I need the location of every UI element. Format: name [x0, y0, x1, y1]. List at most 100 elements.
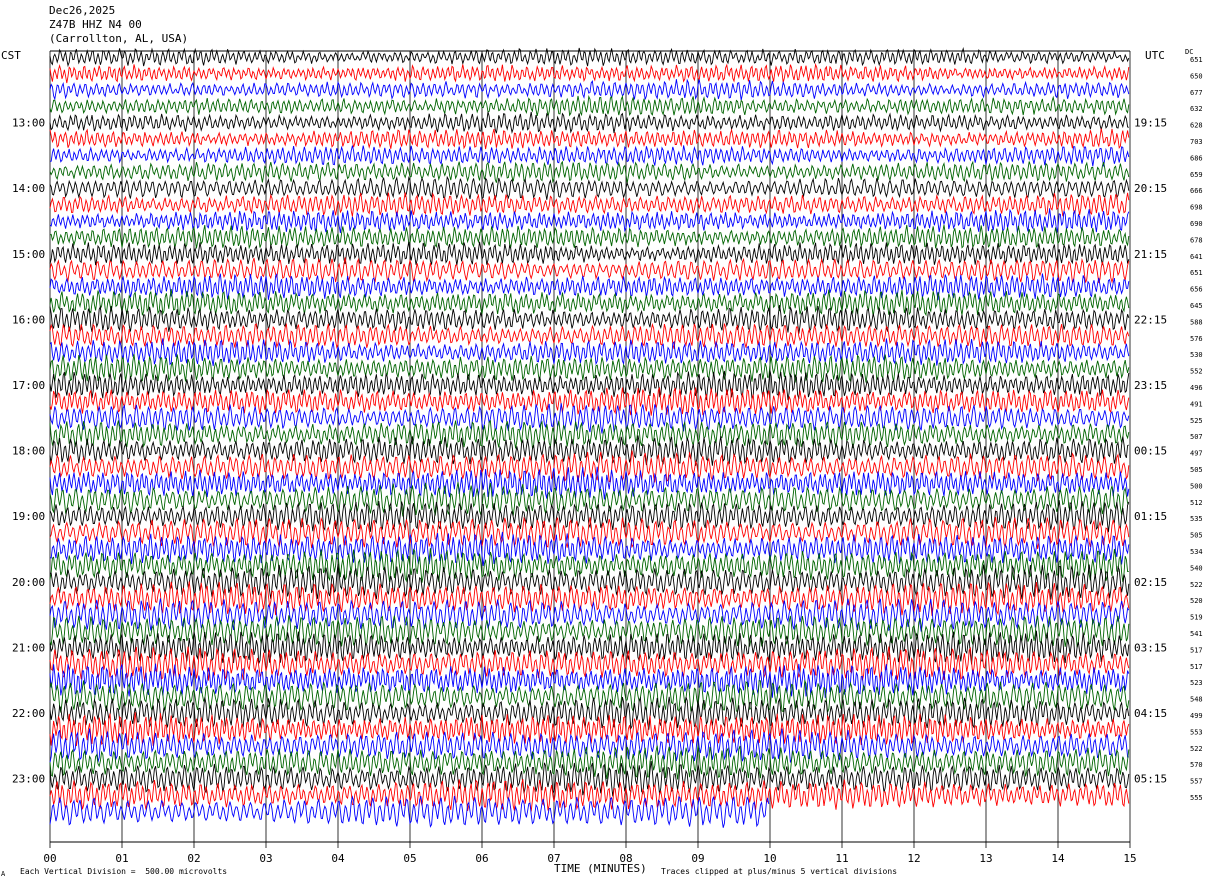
x-tick-label: 03 — [259, 852, 272, 865]
corner-mark: A — [1, 870, 6, 878]
axis-labels: 00 01 02 03 04 05 06 07 08 09 10 11 12 13 14 15 651 650 67… — [12, 56, 1203, 865]
dc-offset-label: 491 — [1190, 400, 1203, 408]
y-right-hour-label: 20:15 — [1134, 182, 1167, 195]
dc-offset-label: 520 — [1190, 597, 1203, 605]
y-left-hour-label: 20:00 — [12, 576, 45, 589]
dc-offset-label: 632 — [1190, 105, 1203, 113]
trace-line — [49, 531, 1130, 567]
y-right-hour-label: 03:15 — [1134, 641, 1167, 654]
dc-column-label: DC — [1185, 48, 1194, 56]
dc-offset-label: 678 — [1190, 236, 1203, 244]
trace-line — [49, 160, 1130, 184]
dc-offset-label: 522 — [1190, 581, 1203, 589]
dc-offset-label: 525 — [1190, 417, 1203, 425]
trace-line — [49, 288, 1130, 317]
x-axis-title: TIME (MINUTES) — [554, 862, 647, 875]
x-tick-label: 02 — [187, 852, 200, 865]
timezone-right-label: UTC — [1145, 49, 1165, 62]
dc-offset-label: 522 — [1190, 745, 1203, 753]
trace-line — [49, 646, 1130, 682]
y-left-hour-label: 15:00 — [12, 248, 45, 261]
trace-line — [49, 712, 1130, 747]
dc-offset-label: 505 — [1190, 466, 1203, 474]
dc-offset-label: 500 — [1190, 482, 1203, 490]
y-left-hour-label: 16:00 — [12, 313, 45, 326]
trace-line — [49, 500, 1130, 533]
trace-line — [49, 354, 1130, 383]
dc-offset-label: 552 — [1190, 368, 1203, 376]
trace-line — [49, 745, 1130, 780]
dc-offset-label: 628 — [1190, 122, 1203, 130]
x-tick-label: 07 — [547, 852, 560, 865]
y-left-hour-label: 21:00 — [12, 641, 45, 654]
trace-line — [49, 696, 1130, 730]
y-right-hour-label: 04:15 — [1134, 707, 1167, 720]
dc-offset-label: 686 — [1190, 154, 1203, 162]
y-left-hour-label: 13:00 — [12, 117, 45, 130]
dc-offset-label: 570 — [1190, 761, 1203, 769]
x-tick-label: 08 — [619, 852, 632, 865]
trace-line — [49, 516, 1130, 550]
trace-line — [49, 435, 1129, 466]
trace-line — [49, 111, 1129, 134]
trace-line — [49, 338, 1130, 367]
trace-line — [49, 760, 1130, 797]
trace-line — [49, 778, 1130, 812]
trace-line — [49, 273, 1130, 301]
y-left-hour-label: 23:00 — [12, 773, 45, 786]
trace-line — [49, 370, 1130, 401]
dc-offset-label: 541 — [1190, 630, 1203, 638]
dc-offset-label: 548 — [1190, 696, 1203, 704]
dc-offset-label: 553 — [1190, 728, 1203, 736]
y-left-hour-label: 19:00 — [12, 510, 45, 523]
dc-offset-label: 517 — [1190, 646, 1203, 654]
y-right-hour-label: 02:15 — [1134, 576, 1167, 589]
trace-line — [49, 466, 1130, 500]
trace-line — [49, 46, 1130, 68]
trace-line — [49, 548, 1129, 583]
seismic-traces — [49, 46, 1130, 828]
dc-offset-label: 523 — [1190, 679, 1203, 687]
x-tick-label: 06 — [475, 852, 488, 865]
dc-offset-label: 499 — [1190, 712, 1203, 720]
trace-line — [49, 482, 1130, 517]
y-right-hour-label: 22:15 — [1134, 313, 1167, 326]
x-tick-label: 00 — [43, 852, 56, 865]
y-right-hour-label: 23:15 — [1134, 379, 1167, 392]
dc-offset-label: 656 — [1190, 286, 1203, 294]
dc-offset-label: 659 — [1190, 171, 1203, 179]
y-left-hour-label: 14:00 — [12, 182, 45, 195]
trace-line — [49, 241, 1130, 266]
dc-offset-label: 497 — [1190, 450, 1203, 458]
dc-offset-label: 540 — [1190, 564, 1203, 572]
y-left-hour-label: 17:00 — [12, 379, 45, 392]
dc-offset-label: 645 — [1190, 302, 1203, 310]
dc-offset-label: 666 — [1190, 187, 1203, 195]
clip-note: Traces clipped at plus/minus 5 vertical … — [661, 867, 898, 876]
trace-line — [49, 62, 1130, 84]
timezone-left-label: CST — [1, 49, 21, 62]
trace-line — [49, 208, 1130, 234]
x-tick-label: 11 — [835, 852, 848, 865]
dc-offset-label: 517 — [1190, 663, 1203, 671]
x-tick-label: 13 — [979, 852, 992, 865]
dc-offset-label: 641 — [1190, 253, 1203, 261]
header-station: Z47B HHZ N4 00 — [49, 18, 142, 31]
trace-line — [49, 257, 1130, 284]
trace-line — [49, 145, 1130, 167]
dc-offset-label: 588 — [1190, 318, 1203, 326]
trace-line — [49, 615, 1130, 648]
dc-offset-label: 703 — [1190, 138, 1203, 146]
dc-offset-label: 651 — [1190, 56, 1203, 64]
x-tick-label: 12 — [907, 852, 920, 865]
trace-line — [49, 175, 1130, 201]
trace-line — [49, 728, 1129, 763]
header-location: (Carrollton, AL, USA) — [49, 32, 189, 45]
dc-offset-label: 535 — [1190, 515, 1203, 523]
division-note: Each Vertical Division = 500.00 microvol… — [20, 867, 228, 876]
y-right-hour-label: 01:15 — [1134, 510, 1167, 523]
dc-offset-label: 650 — [1190, 72, 1203, 80]
trace-line — [49, 598, 1130, 632]
x-tick-label: 15 — [1123, 852, 1136, 865]
dc-offset-label: 496 — [1190, 384, 1203, 392]
